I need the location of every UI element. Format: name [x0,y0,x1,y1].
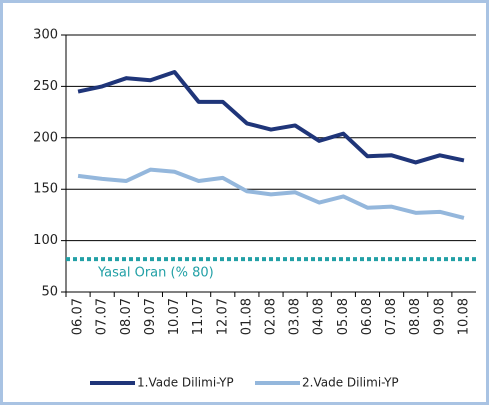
x-tick-label: 06.08 [360,298,375,335]
reference-label: Yasal Oran (% 80) [97,266,214,281]
series-line [77,167,465,220]
legend-label: 1.Vade Dilimi-YP [137,376,234,390]
x-tick-label: 09.08 [432,298,447,335]
y-tick-label: 50 [41,285,58,300]
x-tick-label: 02.08 [264,298,279,335]
x-tick-label: 03.08 [288,298,303,335]
x-tick-label: 08.08 [408,298,423,335]
x-tick-label: 11.07 [191,298,206,335]
series-line [77,70,465,165]
y-tick-label: 300 [33,28,58,43]
x-tick-label: 12.07 [215,298,230,335]
x-tick-label: 09.07 [143,298,158,335]
y-tick-label: 200 [33,130,58,145]
legend-label: 2.Vade Dilimi-YP [302,376,399,390]
x-tick-label: 07.08 [384,298,399,335]
x-tick-label: 10.08 [456,298,471,335]
x-tick-label: 06.07 [71,298,86,335]
x-tick-label: 05.08 [336,298,351,335]
x-tick-label: 10.07 [167,298,182,335]
x-tick-label: 08.07 [119,298,134,335]
y-tick-label: 100 [33,233,58,248]
x-tick-label: 01.08 [239,298,254,335]
y-tick-label: 150 [33,182,58,197]
x-tick-label: 07.07 [95,298,110,335]
x-tick-label: 04.08 [312,298,327,335]
y-tick-label: 250 [33,79,58,94]
